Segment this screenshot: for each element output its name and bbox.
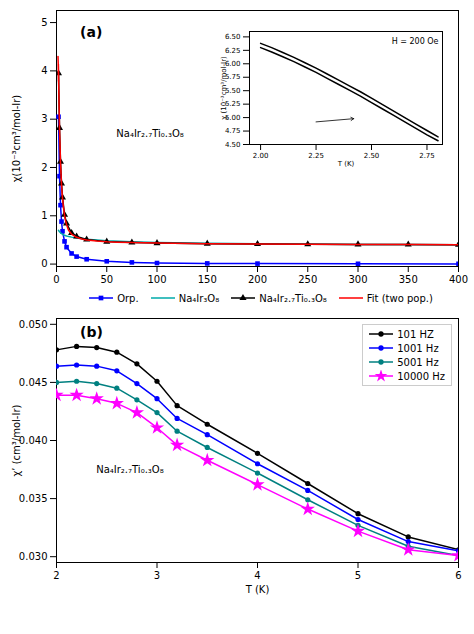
html-text:1001 Hz: 1001 Hz xyxy=(397,342,439,354)
svg-text:2.25: 2.25 xyxy=(308,153,324,161)
html-text:Na₄Ir₂.₇Ti₀.₃O₈: Na₄Ir₂.₇Ti₀.₃O₈ xyxy=(96,464,164,476)
svg-text:5.50: 5.50 xyxy=(224,87,241,96)
svg-text:χ (10⁻³cm³/mol-Ir): χ (10⁻³cm³/mol-Ir) xyxy=(220,56,228,120)
svg-text:350: 350 xyxy=(399,274,418,285)
svg-text:200: 200 xyxy=(248,274,267,285)
svg-text:T (K): T (K) xyxy=(245,584,270,595)
svg-text:4: 4 xyxy=(41,65,47,76)
svg-text:0: 0 xyxy=(53,274,59,285)
svg-text:2: 2 xyxy=(41,162,47,173)
svg-text:4.75: 4.75 xyxy=(225,128,241,136)
svg-text:5: 5 xyxy=(41,17,47,28)
svg-text:2.50: 2.50 xyxy=(363,153,379,161)
svg-text:4: 4 xyxy=(254,570,260,581)
svg-text:400: 400 xyxy=(449,274,468,285)
html-text:101 HZ: 101 HZ xyxy=(397,328,434,340)
svg-text:χ(10⁻³cm³/mol-Ir): χ(10⁻³cm³/mol-Ir) xyxy=(11,95,22,183)
html-text:Orp.: Orp. xyxy=(117,292,139,304)
svg-text:3: 3 xyxy=(154,570,160,581)
svg-text:5.00: 5.00 xyxy=(224,114,241,123)
svg-text:5: 5 xyxy=(355,570,361,581)
svg-text:H = 200 Oe: H = 200 Oe xyxy=(391,38,438,47)
svg-text:5.25: 5.25 xyxy=(224,100,241,109)
svg-text:0.045: 0.045 xyxy=(19,377,48,388)
svg-text:2.75: 2.75 xyxy=(419,153,435,161)
svg-text:6.50: 6.50 xyxy=(225,33,241,41)
svg-text:χ’ (cm³/mol-Ir): χ’ (cm³/mol-Ir) xyxy=(11,404,22,476)
html-text:Fit (two pop.): Fit (two pop.) xyxy=(366,292,433,304)
svg-text:T (K): T (K) xyxy=(337,160,355,168)
html-text:5001 Hz: 5001 Hz xyxy=(397,356,439,368)
svg-text:0.030: 0.030 xyxy=(19,551,48,562)
svg-text:0: 0 xyxy=(41,258,47,269)
svg-text:0.040: 0.040 xyxy=(19,435,48,446)
html-text:Na₄Ir₃O₈: Na₄Ir₃O₈ xyxy=(178,292,220,304)
svg-text:150: 150 xyxy=(198,274,217,285)
svg-text:2.00: 2.00 xyxy=(253,153,269,161)
html-text:(b): (b) xyxy=(80,324,103,341)
html-text:Na₄Ir₂.₇Ti₀.₃O₈: Na₄Ir₂.₇Ti₀.₃O₈ xyxy=(259,292,327,304)
html-text:Na₄Ir₂.₇Ti₀.₃O₈: Na₄Ir₂.₇Ti₀.₃O₈ xyxy=(116,127,184,139)
svg-text:50: 50 xyxy=(100,274,113,285)
svg-text:300: 300 xyxy=(348,274,367,285)
svg-text:0.035: 0.035 xyxy=(19,493,48,504)
svg-text:0.050: 0.050 xyxy=(19,319,48,330)
svg-text:5.75: 5.75 xyxy=(224,73,241,82)
svg-text:100: 100 xyxy=(147,274,166,285)
svg-text:6: 6 xyxy=(455,570,461,581)
svg-text:6.00: 6.00 xyxy=(224,60,241,69)
html-text:(a): (a) xyxy=(80,24,103,41)
svg-text:250: 250 xyxy=(298,274,317,285)
svg-text:1: 1 xyxy=(41,210,47,221)
svg-text:3: 3 xyxy=(41,113,47,124)
html-text:10000 Hz: 10000 Hz xyxy=(397,370,445,382)
svg-text:2: 2 xyxy=(53,570,59,581)
svg-text:6.25: 6.25 xyxy=(225,47,241,55)
svg-text:4.50: 4.50 xyxy=(225,141,241,149)
